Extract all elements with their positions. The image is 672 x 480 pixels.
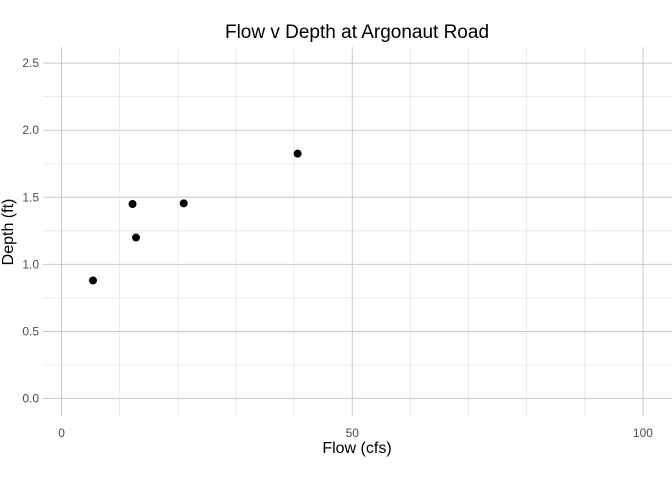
data-point [88, 276, 97, 285]
tick-labels: 0 50 100 0.0 0.5 1.0 1.5 2.0 2.5 [22, 56, 653, 440]
y-axis-title: Depth (ft) [0, 199, 17, 266]
data-point [179, 199, 188, 208]
x-tick-label: 50 [346, 426, 360, 440]
y-tick-label: 2.0 [22, 123, 39, 137]
data-point [293, 149, 302, 158]
x-tick-label: 100 [633, 426, 653, 440]
y-tick-label: 0.5 [22, 324, 39, 338]
y-tick-label: 0.0 [22, 392, 39, 406]
chart-title: Flow v Depth at Argonaut Road [225, 22, 489, 43]
data-points [88, 149, 302, 285]
data-point [132, 233, 141, 242]
x-axis-title: Flow (cfs) [322, 440, 391, 457]
x-tick-label: 0 [58, 426, 65, 440]
y-tick-label: 2.5 [22, 56, 39, 70]
y-tick-label: 1.0 [22, 257, 39, 271]
grid [43, 47, 672, 416]
y-tick-label: 1.5 [22, 190, 39, 204]
data-point [128, 199, 137, 208]
